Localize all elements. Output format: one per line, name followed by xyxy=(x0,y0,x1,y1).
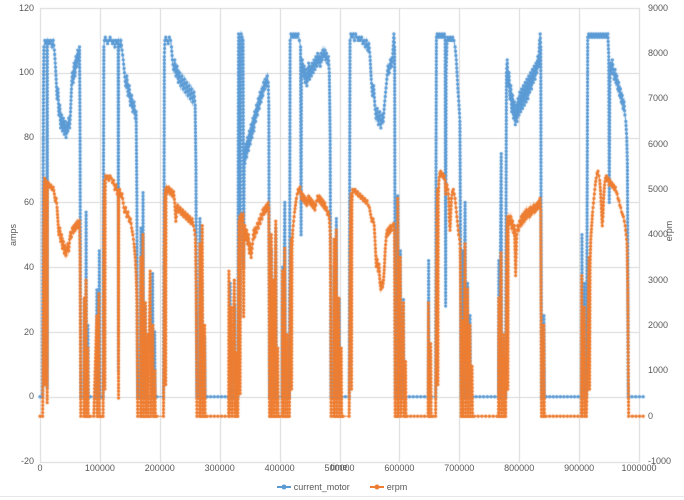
tick-label: 6000 xyxy=(648,138,669,149)
tick-label: 200000 xyxy=(144,462,175,473)
tick-label: 300000 xyxy=(204,462,235,473)
legend-marker-erpm-icon xyxy=(369,484,384,490)
legend: current_motor erpm xyxy=(0,482,684,492)
tick-label: 8000 xyxy=(648,47,669,58)
tick-label: 3000 xyxy=(648,274,669,285)
tick-label: 60 xyxy=(23,196,34,207)
tick-label: 5000 xyxy=(648,183,669,194)
tick-label: 900000 xyxy=(564,462,595,473)
tick-label: 2000 xyxy=(648,320,669,331)
legend-item-current-motor: current_motor xyxy=(276,482,350,492)
tick-label: 9000 xyxy=(648,2,669,13)
tick-label: -1000 xyxy=(648,456,672,467)
tick-label: 500000 xyxy=(324,462,355,473)
legend-label-erpm: erpm xyxy=(386,482,408,492)
tick-label: 40 xyxy=(23,261,34,272)
tick-label: 7000 xyxy=(648,93,669,104)
tick-label: 600000 xyxy=(384,462,415,473)
legend-label-current-motor: current_motor xyxy=(293,482,350,492)
tick-label: 1000 xyxy=(648,365,669,376)
legend-marker-current-motor-icon xyxy=(276,484,291,490)
tick-label: 120 xyxy=(18,2,34,13)
tick-label: 100000 xyxy=(84,462,115,473)
tick-label: 20 xyxy=(23,326,34,337)
tick-label: 800000 xyxy=(504,462,535,473)
tick-label: 0 xyxy=(37,462,43,473)
left-axis-title: amps xyxy=(8,223,18,247)
tick-label: 100 xyxy=(18,67,34,78)
tick-label: 4000 xyxy=(648,229,669,240)
tick-label: 0 xyxy=(648,410,654,421)
tick-label: 400000 xyxy=(264,462,295,473)
tick-label: 1000000 xyxy=(621,462,657,473)
page-bottom-divider xyxy=(0,496,684,497)
tick-label: 700000 xyxy=(444,462,475,473)
tick-label: 0 xyxy=(28,391,34,402)
tick-label: -20 xyxy=(20,456,34,467)
x-axis-title: time xyxy=(330,462,348,472)
tick-label: 80 xyxy=(23,132,34,143)
legend-item-erpm: erpm xyxy=(369,482,408,492)
right-axis-title: erpm xyxy=(664,220,674,242)
